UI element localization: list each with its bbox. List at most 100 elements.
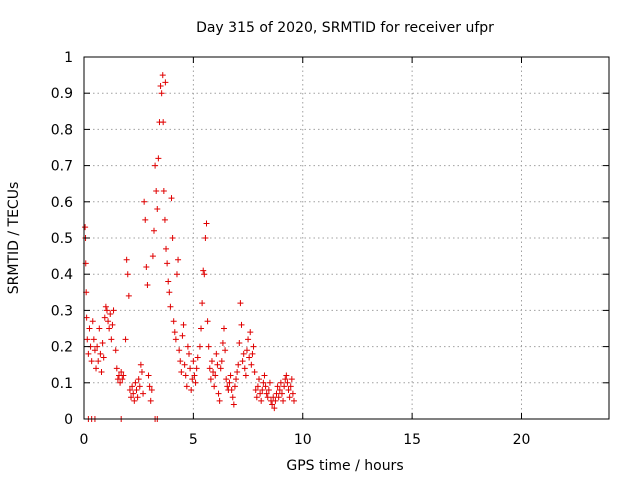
data-point: [134, 394, 141, 401]
data-point: [178, 368, 185, 375]
y-tick-label: 1: [64, 50, 73, 66]
grid: [84, 57, 609, 419]
data-point: [235, 361, 242, 368]
data-point: [141, 198, 148, 205]
data-point: [254, 383, 261, 390]
data-point: [207, 376, 214, 383]
data-point: [186, 350, 192, 357]
data-point: [112, 347, 119, 354]
data-point: [264, 394, 271, 401]
data-point: [85, 350, 92, 357]
data-point: [228, 387, 235, 394]
data-point: [237, 300, 244, 307]
data-point: [90, 336, 97, 343]
data-point: [253, 394, 260, 401]
data-point: [160, 119, 167, 126]
data-point: [153, 187, 160, 194]
data-point: [261, 372, 268, 379]
data-point: [252, 387, 259, 394]
data-point: [170, 318, 177, 325]
x-tick-label: 10: [294, 432, 312, 448]
axis-ticks: [83, 56, 609, 420]
data-point: [229, 394, 236, 401]
data-point: [82, 224, 89, 231]
data-point: [280, 397, 287, 404]
data-point: [179, 332, 186, 339]
data-point: [159, 72, 166, 79]
data-point: [277, 379, 284, 386]
data-point: [181, 361, 188, 368]
data-point: [212, 372, 219, 379]
data-point: [283, 372, 290, 379]
data-point: [166, 289, 173, 296]
data-point: [222, 347, 229, 354]
data-point: [177, 358, 184, 365]
data-point: [282, 376, 289, 383]
y-tick-label: 0.9: [51, 86, 73, 102]
data-point: [272, 397, 279, 404]
data-point: [223, 376, 230, 383]
data-point: [265, 387, 272, 394]
data-point: [273, 390, 280, 397]
data-point: [258, 397, 265, 404]
data-point: [278, 390, 285, 397]
data-point: [192, 379, 199, 386]
data-point: [151, 227, 157, 234]
data-point: [146, 383, 153, 390]
data-point: [160, 187, 167, 194]
data-point: [284, 379, 291, 386]
data-point: [130, 390, 137, 397]
data-point: [289, 390, 296, 397]
data-point: [99, 339, 106, 346]
data-point: [204, 318, 211, 325]
data-point: [131, 397, 138, 404]
data-point: [136, 383, 143, 390]
data-point: [84, 336, 91, 343]
data-point: [154, 206, 161, 213]
data-point: [124, 271, 131, 278]
data-point: [198, 325, 205, 332]
data-point: [140, 390, 147, 397]
data-point: [113, 365, 120, 372]
data-point: [103, 307, 110, 314]
data-point: [149, 253, 156, 260]
data-point: [218, 358, 225, 365]
data-point: [101, 314, 108, 321]
chart-title: Day 315 of 2020, SRMTID for receiver ufp…: [196, 20, 494, 36]
y-tick-label: 0.4: [51, 267, 73, 283]
data-point: [231, 383, 238, 390]
data-point: [142, 216, 149, 223]
data-point: [215, 390, 222, 397]
data-point: [214, 361, 221, 368]
data-point: [221, 325, 227, 332]
y-tick-label: 0.2: [51, 340, 73, 356]
data-point: [194, 354, 201, 361]
data-point: [210, 368, 217, 375]
data-point: [122, 336, 129, 343]
data-point: [171, 329, 178, 336]
data-point: [94, 343, 101, 350]
y-axis-tick-labels: 0 0.1 0.2 0.3 0.4 0.5 0.6 0.7 0.8 0.9 1: [51, 50, 73, 428]
data-point: [201, 271, 208, 278]
data-point: [133, 387, 140, 394]
data-point: [183, 383, 190, 390]
data-point: [188, 387, 195, 394]
data-point: [163, 245, 170, 252]
data-point: [238, 321, 245, 328]
y-tick-label: 0.8: [51, 122, 73, 138]
data-point: [132, 379, 139, 386]
data-point: [211, 383, 218, 390]
data-point: [109, 321, 116, 328]
data-point: [234, 368, 241, 375]
data-point: [291, 397, 297, 404]
data-point: [189, 376, 196, 383]
data-point: [243, 347, 250, 354]
data-point: [176, 347, 183, 354]
data-point: [213, 350, 220, 357]
data-point: [180, 321, 187, 328]
data-point: [89, 318, 96, 325]
data-point: [144, 282, 151, 289]
data-point: [285, 387, 292, 394]
data-point: [93, 365, 100, 372]
